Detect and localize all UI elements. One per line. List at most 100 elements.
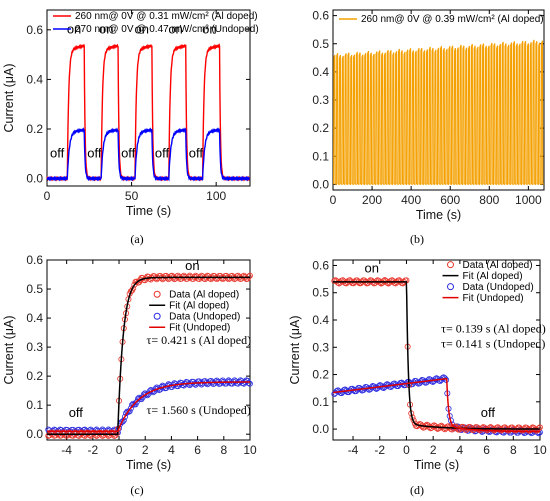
- panel-b-ytick-label: 0.0: [312, 177, 329, 191]
- panel-c-legend-label: Data (Undoped): [169, 312, 240, 323]
- panel-d-legend-marker: [447, 261, 455, 269]
- panel-d-point-al: [440, 425, 447, 432]
- panel-a-ytick-label: 0.2: [26, 122, 43, 136]
- panel-c-xtick-label: 0: [116, 443, 123, 457]
- panel-a-series-line: [46, 127, 250, 182]
- panel-d-xtick-label: 4: [457, 443, 464, 457]
- panel-d-point-al: [536, 424, 543, 431]
- panel-a-off-label: off: [121, 145, 136, 160]
- panel-c-point-al: [133, 278, 140, 285]
- panel-d-legend-label: Data (Al doped): [463, 260, 533, 271]
- panel-c-xtick-label: 8: [220, 443, 227, 457]
- panel-c-ytick-label: 0.0: [26, 427, 43, 441]
- panel-d-point-al: [489, 426, 496, 433]
- panel-a-on-label: on: [202, 22, 216, 37]
- panel-d-legend-label: Fit (Al doped): [463, 271, 523, 282]
- panel-c-off-label: off: [69, 405, 84, 420]
- panel-a-legend-label: 260 nm@ 0V @ 0.31 mW/cm² (Al doped): [75, 11, 258, 22]
- panel-b-ytick-label: 0.6: [312, 9, 329, 23]
- panel-a-xtick-label: 100: [206, 189, 226, 203]
- panel-d-ytick-label: 0.0: [312, 422, 329, 436]
- panel-d-point-al: [380, 278, 387, 285]
- panel-d-off-label: off: [481, 405, 496, 420]
- panel-c-legend-label: Fit (Al doped): [169, 301, 229, 312]
- panel-d-point-undoped: [443, 376, 450, 383]
- panel-a-on-label: on: [168, 22, 182, 37]
- panel-b-ytick-label: 0.4: [312, 65, 329, 79]
- panel-a-off-label: off: [155, 145, 170, 160]
- panel-d-fit-undoped: [332, 377, 540, 433]
- panel-a-off-label: off: [87, 145, 102, 160]
- panel-c-ytick-label: 0.6: [26, 253, 43, 267]
- panel-c-xtick-label: -4: [61, 443, 72, 457]
- panel-d-point-al: [331, 277, 338, 284]
- panel-c-xaxis-label: Time (s): [126, 458, 171, 472]
- panel-d-plot-frame: [332, 259, 541, 441]
- panel-c-xtick-label: 6: [194, 443, 201, 457]
- panel-c-ytick-label: 0.2: [26, 369, 43, 383]
- panel-c-point-undoped: [130, 400, 137, 407]
- panel-b-xtick-label: 800: [479, 193, 499, 207]
- panel-b-ytick-label: 0.1: [312, 149, 329, 163]
- panel-a-legend-label: 270 nm@ 0V @ 0.47 mW/cm² (Undoped): [75, 24, 259, 35]
- panel-d-legend-label: Fit (Undoped): [463, 293, 524, 304]
- panel-c-legend-marker: [153, 290, 161, 298]
- panel-d-xtick-label: 8: [510, 443, 517, 457]
- panel-d-yaxis-label: Current (μA): [288, 315, 302, 384]
- panel-b-chart: 0 200 400 600 800 1000 0.0 0.1 0.2 0.3 0.4 0.5 0.6 Ti…: [312, 9, 545, 222]
- panel-c-xtick-label: 4: [168, 443, 175, 457]
- panel-d-ytick-label: 0.1: [312, 395, 329, 409]
- panel-d-fit-al: [333, 281, 540, 430]
- panel-d-xtick-label: 6: [483, 443, 490, 457]
- panel-a-caption: (a): [130, 232, 143, 246]
- panel-d-on-label: on: [364, 260, 378, 275]
- panel-a-on-label: on: [99, 22, 113, 37]
- panel-b-xaxis-label: Time (s): [416, 208, 461, 222]
- panel-c-tau-undoped: τ= 1.560 s (Undoped): [147, 403, 251, 417]
- panel-a-off-label: off: [189, 145, 204, 160]
- panel-d-xtick-label: 10: [533, 443, 547, 457]
- panel-d-ytick-label: 0.4: [312, 313, 329, 327]
- panel-d-xtick-label: 0: [403, 443, 410, 457]
- panel-b-legend-label: 260 nm@ 0V @ 0.39 mW/cm² (Al doped): [361, 14, 544, 25]
- panel-c-chart: -4 -2 0 2 4 6 8 10 0.0 0.1 0.2 0.3 0.4 0.5 0.6 Time (s)…: [2, 253, 257, 472]
- panel-c-legend-label: Fit (Undoped): [169, 323, 230, 334]
- panel-d-caption: (d): [410, 483, 424, 497]
- panel-a-on-label: on: [134, 22, 148, 37]
- panel-d-tau-al: τ= 0.139 s (Al doped): [441, 321, 546, 335]
- panel-a-ytick-label: 0.4: [26, 72, 43, 86]
- panel-a-ytick-label: 0.6: [26, 23, 43, 37]
- panel-c-xtick-label: -2: [88, 443, 99, 457]
- panel-d-ytick-label: 0.6: [312, 258, 329, 272]
- panel-b-caption: (b): [410, 232, 424, 246]
- panel-b-xtick-label: 600: [440, 193, 460, 207]
- panel-c-caption: (c): [130, 483, 143, 497]
- panel-c-ytick-label: 0.1: [26, 398, 43, 412]
- panel-c-point-undoped: [121, 413, 128, 420]
- panel-b-series-line: [333, 39, 545, 186]
- panel-c-point-undoped: [127, 405, 134, 412]
- panel-c-on-label: on: [185, 258, 199, 273]
- panel-a-chart: 0 50 100 0.0 0.2 0.4 0.6 Time (s) Current (μA) on…: [2, 9, 259, 218]
- panel-d-legend-label: Data (Undoped): [463, 282, 534, 293]
- panel-d-point-al: [384, 279, 391, 286]
- panel-d-point-undoped: [441, 375, 448, 382]
- panel-c-tau-al: τ= 0.421 s (Al doped): [147, 333, 252, 347]
- panel-d-chart: -4 -2 0 2 4 6 8 10 0.0 0.1 0.2 0.3 0.4 0.5 0.6 Time (s)…: [288, 258, 547, 472]
- panel-a-xtick-label: 0: [44, 189, 51, 203]
- panel-a-xtick-label: 50: [125, 189, 139, 203]
- panel-b-xtick-label: 400: [401, 193, 421, 207]
- panel-a-xaxis-label: Time (s): [126, 204, 171, 218]
- panel-a-plot-frame: [46, 9, 251, 187]
- panel-b-xtick-label: 1000: [515, 193, 542, 207]
- panel-b-xtick-label: 200: [362, 193, 382, 207]
- panel-c-legend-label: Data (Al doped): [169, 290, 239, 301]
- panel-c-point-undoped: [143, 391, 150, 398]
- panel-c-plot-frame: [46, 259, 251, 441]
- panel-b-ytick-label: 0.2: [312, 121, 329, 135]
- panel-c-xtick-label: 2: [142, 443, 149, 457]
- panel-a-series-line: [46, 42, 251, 182]
- panel-c-fit-undoped: [47, 381, 250, 433]
- panel-d-xtick-label: 2: [430, 443, 437, 457]
